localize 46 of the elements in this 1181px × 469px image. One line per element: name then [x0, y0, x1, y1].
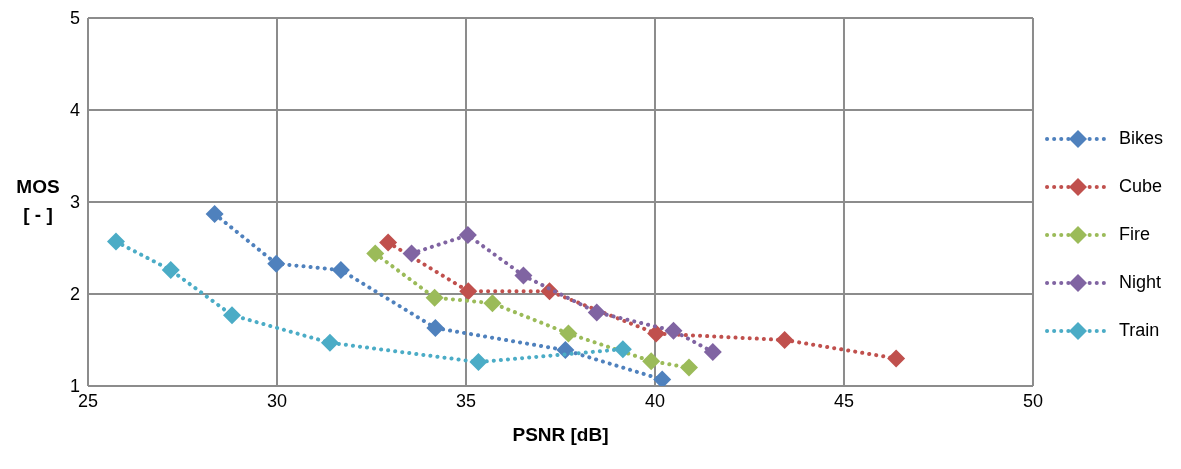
point — [680, 358, 699, 377]
point — [267, 254, 286, 273]
point — [664, 321, 683, 340]
point — [426, 319, 445, 338]
x-tick-label: 50 — [1022, 390, 1043, 411]
y-tick-label: 1 — [69, 376, 80, 397]
legend-label: Night — [1118, 272, 1162, 293]
legend-label: Cube — [1118, 176, 1163, 197]
y-tick-label: 2 — [69, 284, 80, 305]
point — [653, 370, 672, 386]
point — [223, 306, 242, 325]
point — [402, 244, 421, 263]
x-tick-label: 35 — [455, 390, 477, 411]
x-tick-label: 40 — [644, 390, 666, 411]
y-tick-label: 3 — [69, 192, 80, 213]
point — [775, 331, 794, 349]
y-tick-label: 5 — [69, 8, 80, 29]
point — [366, 244, 385, 263]
y-tick-label: 4 — [69, 100, 80, 121]
x-tick-label: 45 — [833, 390, 854, 411]
x-tick-label: 30 — [266, 390, 288, 411]
legend-label: Fire — [1118, 224, 1150, 245]
legend-label: Train — [1118, 320, 1160, 341]
point — [556, 341, 575, 360]
point — [559, 324, 578, 343]
x-axis-title: PSNR [dB] — [512, 424, 609, 445]
point — [469, 353, 488, 372]
legend-label: Bikes — [1118, 128, 1163, 149]
point — [425, 288, 444, 307]
point — [379, 233, 398, 252]
point — [887, 349, 906, 368]
point — [458, 226, 477, 245]
point — [613, 340, 632, 359]
point — [320, 333, 339, 352]
point — [514, 266, 533, 285]
point — [459, 282, 478, 301]
point — [587, 303, 606, 322]
point — [331, 261, 350, 280]
point — [161, 261, 180, 280]
point — [205, 204, 224, 223]
point — [647, 324, 666, 343]
point — [703, 342, 722, 361]
point — [642, 352, 661, 371]
point — [106, 232, 125, 251]
point — [483, 294, 502, 313]
y-axis-title: MOS [ - ] — [15, 175, 61, 227]
